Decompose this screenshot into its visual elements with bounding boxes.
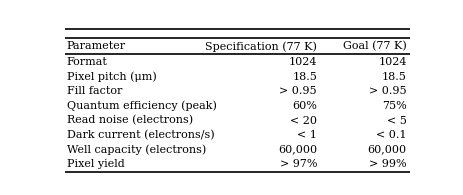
Text: > 99%: > 99% <box>369 159 407 169</box>
Text: 60,000: 60,000 <box>368 145 407 155</box>
Text: 60,000: 60,000 <box>278 145 317 155</box>
Text: < 5: < 5 <box>387 116 407 126</box>
Text: < 1: < 1 <box>297 130 317 140</box>
Text: < 0.1: < 0.1 <box>376 130 407 140</box>
Text: 75%: 75% <box>382 101 407 111</box>
Text: Goal (77 K): Goal (77 K) <box>343 41 407 51</box>
Text: > 97%: > 97% <box>280 159 317 169</box>
Text: Specification (77 K): Specification (77 K) <box>205 41 317 52</box>
Text: Read noise (electrons): Read noise (electrons) <box>67 115 193 126</box>
Text: Pixel yield: Pixel yield <box>67 159 125 169</box>
Text: 1024: 1024 <box>288 57 317 67</box>
Text: Well capacity (electrons): Well capacity (electrons) <box>67 144 206 155</box>
Text: > 0.95: > 0.95 <box>369 87 407 97</box>
Text: Quantum efficiency (peak): Quantum efficiency (peak) <box>67 101 217 111</box>
Text: < 20: < 20 <box>290 116 317 126</box>
Text: > 0.95: > 0.95 <box>280 87 317 97</box>
Text: Dark current (electrons/s): Dark current (electrons/s) <box>67 130 214 140</box>
Text: 1024: 1024 <box>378 57 407 67</box>
Text: Pixel pitch (μm): Pixel pitch (μm) <box>67 72 156 82</box>
Text: 18.5: 18.5 <box>292 72 317 82</box>
Text: Format: Format <box>67 57 108 67</box>
Text: Fill factor: Fill factor <box>67 87 122 97</box>
Text: 18.5: 18.5 <box>382 72 407 82</box>
Text: Parameter: Parameter <box>67 41 126 51</box>
Text: 60%: 60% <box>292 101 317 111</box>
